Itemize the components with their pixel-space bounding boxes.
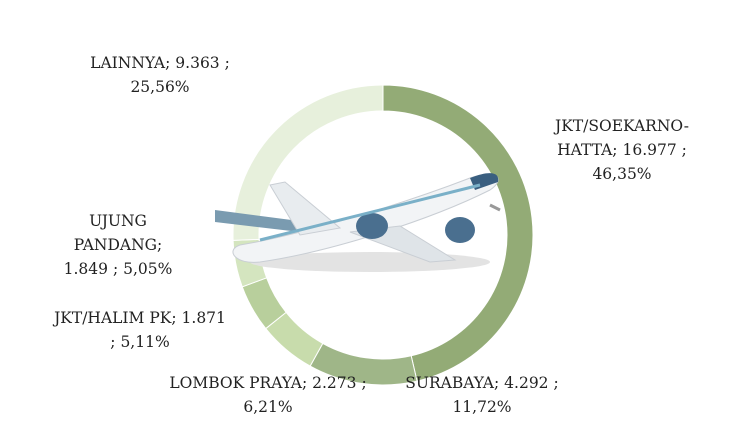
value-label: 16.977 ; 46,35% — [592, 141, 687, 183]
data-label: JKT/SOEKARNO-HATTA; 16.977 ; 46,35% — [542, 114, 702, 186]
category-label: JKT/HALIM PK; — [54, 309, 177, 327]
value-label: 9.363 ; 25,56% — [130, 54, 230, 96]
data-label: SURABAYA; 4.292 ; 11,72% — [382, 371, 582, 419]
category-label: LOMBOK PRAYA; — [169, 374, 308, 392]
value-label: 1.871 ; 5,11% — [110, 309, 226, 351]
data-label: JKT/HALIM PK; 1.871 ; 5,11% — [50, 306, 230, 354]
data-label: LAINNYA; 9.363 ; 25,56% — [65, 51, 255, 99]
category-label: UJUNG PANDANG; — [73, 212, 163, 254]
value-label: 2.273 ; 6,21% — [243, 374, 367, 416]
value-label: 1.849 ; 5,05% — [63, 260, 173, 278]
category-label: LAINNYA; — [90, 54, 171, 72]
airplane — [215, 173, 501, 272]
category-label: SURABAYA; — [405, 374, 500, 392]
category-label: JKT/SOEKARNO-HATTA; — [555, 117, 689, 159]
data-label: UJUNG PANDANG; 1.849 ; 5,05% — [58, 209, 178, 281]
data-label: LOMBOK PRAYA; 2.273 ; 6,21% — [168, 371, 368, 419]
value-label: 4.292 ; 11,72% — [452, 374, 559, 416]
